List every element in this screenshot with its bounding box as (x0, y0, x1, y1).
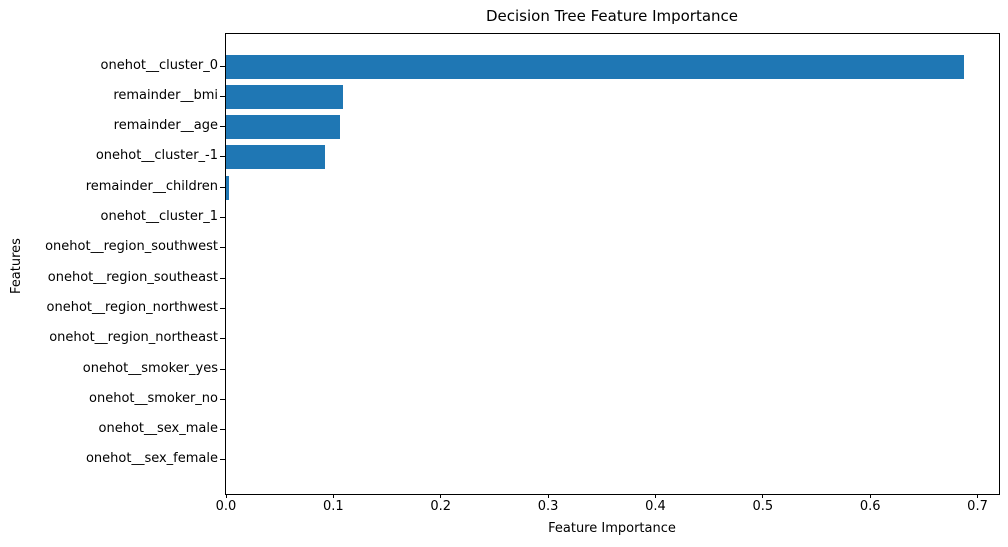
chart-title: Decision Tree Feature Importance (485, 7, 739, 25)
x-tick-label: 0.2 (430, 499, 452, 514)
x-tick-label: 0.3 (537, 499, 559, 514)
bar (226, 145, 325, 170)
y-tick-mark (220, 247, 225, 249)
y-tick-label: onehot__region_southwest (45, 239, 218, 255)
y-tick-mark (220, 398, 225, 400)
y-tick-label: onehot__smoker_yes (82, 360, 218, 376)
y-tick-mark (220, 277, 225, 279)
x-tick-mark (547, 494, 549, 498)
y-tick-label: onehot__cluster_1 (100, 209, 218, 224)
y-tick-mark (220, 429, 225, 431)
x-tick-mark (869, 494, 871, 498)
x-tick-mark (225, 494, 227, 498)
y-tick-mark (220, 307, 225, 309)
y-tick-label: remainder__bmi (113, 87, 218, 103)
y-tick-mark (220, 338, 225, 340)
y-tick-mark (220, 95, 225, 97)
y-tick-mark (220, 368, 225, 370)
y-tick-mark (220, 126, 225, 128)
y-tick-label: onehot__region_northeast (49, 330, 218, 346)
y-tick-label: onehot__cluster_0 (100, 57, 218, 73)
x-axis-label: Feature Importance (548, 521, 676, 536)
y-tick-mark (220, 65, 225, 67)
y-tick-label: onehot__region_northwest (46, 299, 218, 315)
y-tick-label: remainder__age (113, 118, 218, 134)
x-tick-mark (762, 494, 764, 498)
bar (226, 115, 340, 140)
y-tick-mark (220, 186, 225, 188)
y-tick-label: onehot__cluster_-1 (95, 148, 218, 164)
x-tick-mark (440, 494, 442, 498)
y-tick-mark (220, 156, 225, 158)
y-tick-label: remainder__children (85, 178, 218, 194)
x-tick-label: 0.6 (859, 499, 881, 514)
x-tick-mark (654, 494, 656, 498)
y-tick-mark (220, 459, 225, 461)
x-tick-label: 0.7 (967, 499, 988, 514)
y-tick-label: onehot__smoker_no (89, 390, 218, 406)
x-tick-label: 0.4 (645, 499, 666, 514)
y-tick-label: onehot__sex_female (85, 451, 218, 467)
plot-area (225, 33, 1000, 495)
y-tick-mark (220, 217, 225, 218)
x-tick-mark (332, 494, 334, 498)
y-tick-label: onehot__region_southeast (47, 269, 218, 285)
x-tick-label: 0.0 (215, 499, 237, 514)
x-tick-label: 0.5 (752, 499, 774, 514)
y-tick-label: onehot__sex_male (98, 421, 218, 437)
bar (226, 84, 344, 109)
x-tick-label: 0.1 (323, 499, 344, 514)
x-tick-mark (977, 494, 979, 498)
bar (226, 54, 964, 79)
bar (226, 175, 230, 200)
